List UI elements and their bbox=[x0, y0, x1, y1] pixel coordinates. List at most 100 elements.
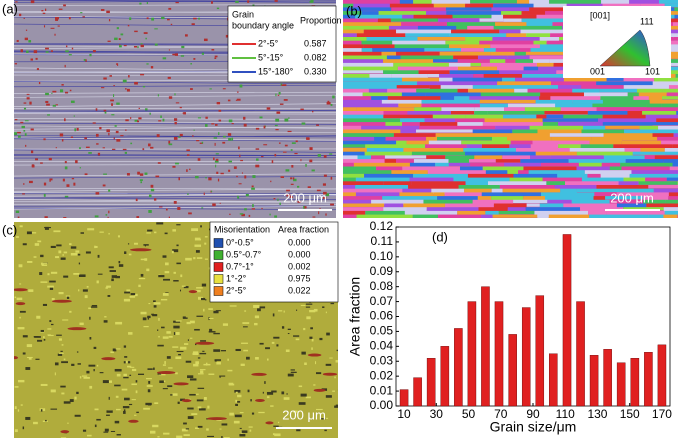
texture bbox=[427, 74, 440, 78]
texture bbox=[19, 225, 23, 228]
texture bbox=[195, 238, 202, 241]
texture bbox=[668, 85, 678, 92]
texture bbox=[104, 111, 107, 114]
texture bbox=[115, 348, 121, 350]
y-tick-label: 0.07 bbox=[370, 294, 394, 308]
texture bbox=[472, 85, 523, 91]
texture bbox=[343, 140, 397, 145]
bar bbox=[467, 301, 477, 407]
texture bbox=[491, 188, 503, 196]
texture bbox=[76, 391, 79, 395]
texture bbox=[45, 92, 49, 96]
texture bbox=[19, 316, 21, 319]
texture bbox=[459, 166, 483, 173]
legend-label: 5°-15° bbox=[258, 52, 284, 62]
texture bbox=[376, 166, 403, 172]
texture bbox=[502, 77, 516, 82]
texture bbox=[361, 125, 402, 131]
texture bbox=[30, 0, 35, 4]
texture bbox=[273, 336, 280, 339]
texture bbox=[163, 380, 166, 382]
texture bbox=[448, 162, 471, 166]
texture bbox=[501, 11, 522, 16]
texture bbox=[175, 356, 182, 359]
bar bbox=[521, 307, 531, 407]
texture bbox=[595, 218, 653, 223]
texture bbox=[452, 77, 503, 84]
texture bbox=[461, 140, 511, 148]
texture bbox=[274, 0, 278, 2]
texture bbox=[94, 245, 98, 248]
texture bbox=[493, 203, 527, 210]
texture bbox=[184, 343, 189, 345]
texture bbox=[14, 296, 17, 299]
texture bbox=[167, 76, 171, 79]
texture bbox=[606, 210, 665, 218]
texture bbox=[168, 96, 173, 99]
texture bbox=[142, 317, 147, 321]
legend-header: Grain bbox=[232, 9, 254, 19]
texture bbox=[193, 257, 196, 260]
texture bbox=[216, 7, 220, 10]
texture bbox=[220, 350, 227, 352]
texture bbox=[123, 345, 127, 348]
y-tick-label: 0.08 bbox=[370, 279, 394, 293]
texture bbox=[287, 373, 294, 377]
texture bbox=[201, 52, 205, 55]
texture bbox=[175, 372, 178, 375]
texture bbox=[623, 177, 646, 185]
texture bbox=[281, 326, 285, 329]
texture bbox=[115, 275, 120, 279]
texture bbox=[390, 18, 438, 22]
texture bbox=[146, 232, 152, 234]
texture bbox=[391, 7, 446, 15]
texture bbox=[285, 169, 290, 172]
texture bbox=[26, 93, 30, 95]
texture bbox=[239, 84, 243, 88]
bar bbox=[454, 328, 463, 407]
texture bbox=[404, 210, 458, 215]
texture bbox=[287, 328, 291, 330]
texture bbox=[325, 363, 332, 366]
texture bbox=[343, 66, 398, 71]
texture bbox=[66, 45, 68, 48]
texture bbox=[472, 129, 513, 135]
texture bbox=[487, 181, 547, 186]
texture bbox=[29, 180, 33, 184]
texture bbox=[448, 159, 470, 165]
texture bbox=[139, 179, 143, 181]
texture bbox=[458, 185, 470, 192]
texture bbox=[629, 173, 678, 180]
texture bbox=[295, 338, 300, 341]
texture bbox=[391, 74, 428, 81]
texture bbox=[173, 201, 177, 204]
texture bbox=[148, 380, 151, 384]
texture bbox=[674, 7, 678, 14]
texture bbox=[356, 107, 415, 113]
texture bbox=[477, 196, 492, 203]
bar bbox=[603, 349, 612, 407]
texture bbox=[658, 0, 678, 4]
texture bbox=[266, 358, 269, 361]
texture bbox=[557, 173, 588, 181]
texture bbox=[402, 81, 418, 88]
legend-value: 0.000 bbox=[288, 237, 311, 247]
texture bbox=[622, 136, 658, 141]
texture bbox=[60, 385, 66, 388]
texture bbox=[322, 183, 326, 186]
texture bbox=[218, 109, 222, 112]
texture bbox=[178, 353, 181, 356]
texture bbox=[327, 100, 330, 104]
texture bbox=[383, 207, 427, 214]
texture bbox=[30, 128, 34, 131]
texture bbox=[645, 177, 667, 184]
texture bbox=[283, 99, 288, 101]
texture bbox=[437, 196, 478, 202]
texture bbox=[276, 111, 281, 114]
texture bbox=[115, 408, 121, 411]
texture bbox=[153, 198, 157, 201]
texture bbox=[17, 409, 20, 412]
texture bbox=[343, 181, 384, 186]
texture bbox=[483, 48, 496, 53]
texture bbox=[40, 329, 45, 332]
